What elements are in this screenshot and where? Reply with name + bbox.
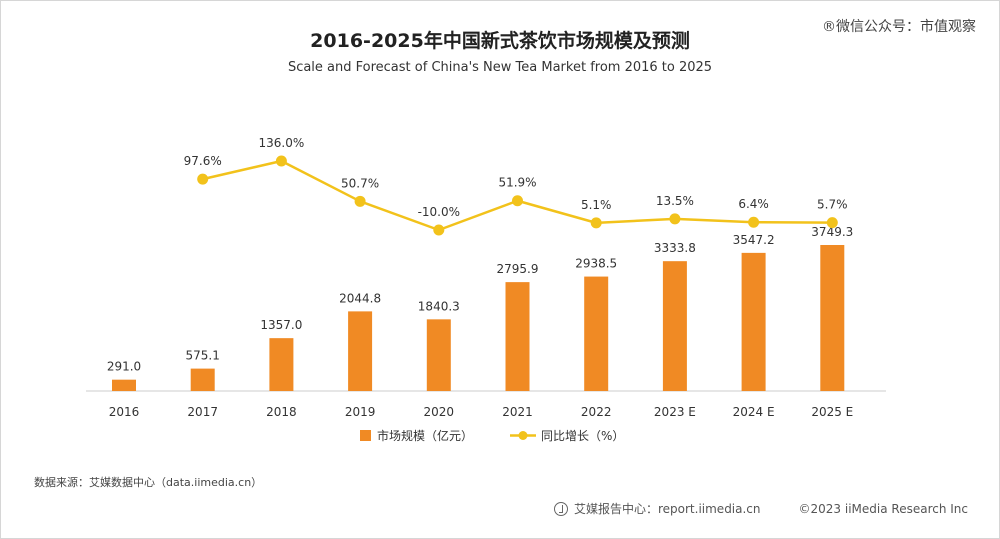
growth-point	[433, 224, 445, 236]
chart-subtitle: Scale and Forecast of China's New Tea Ma…	[287, 60, 713, 75]
growth-value-label: -10.0%	[418, 205, 460, 219]
growth-value-label: 97.6%	[184, 154, 222, 168]
growth-value-label: 136.0%	[259, 136, 305, 150]
x-tick-label: 2018	[266, 405, 297, 419]
bar-value-label: 1840.3	[418, 299, 460, 313]
x-tick-label: 2020	[424, 405, 455, 419]
x-tick-label: 2023 E	[654, 405, 696, 419]
bar-value-label: 575.1	[186, 349, 220, 363]
growth-value-label: 50.7%	[341, 176, 379, 190]
bar-market-size	[662, 261, 687, 391]
growth-point	[669, 213, 681, 225]
bar-value-label: 3547.2	[733, 233, 775, 247]
bar-value-label: 2938.5	[575, 257, 617, 271]
report-center-link[interactable]: 艾媒报告中心：report.iimedia.cn	[573, 502, 761, 516]
x-tick-label: 2025 E	[811, 405, 853, 419]
bar-market-size	[741, 252, 766, 391]
legend-line-label: 同比增长（%）	[541, 429, 624, 443]
legend-bar-swatch	[360, 430, 371, 441]
footer-bar: 艾媒报告中心：report.iimedia.cn ©2023 iiMedia R…	[553, 500, 968, 517]
growth-point	[197, 173, 209, 185]
bar-value-label: 2795.9	[497, 262, 539, 276]
bar-value-label: 3749.3	[811, 225, 853, 239]
x-tick-label: 2021	[502, 405, 533, 419]
legend-bar-label: 市场规模（亿元）	[377, 428, 473, 443]
bar-market-size	[505, 282, 530, 391]
growth-value-label: 5.7%	[817, 198, 848, 212]
growth-point	[512, 195, 523, 207]
data-source-note: 数据来源：艾媒数据中心（data.iimedia.cn）	[34, 476, 263, 489]
x-tick-label: 2017	[187, 405, 218, 419]
bar-market-size	[348, 311, 373, 391]
bar-value-label: 2044.8	[339, 291, 381, 305]
growth-value-label: 13.5%	[656, 194, 694, 208]
bar-value-label: 3333.8	[654, 241, 696, 255]
growth-point	[354, 195, 366, 207]
bar-market-size	[190, 368, 215, 391]
bar-market-size	[112, 379, 136, 391]
x-tick-label: 2016	[109, 405, 140, 419]
x-tick-label: 2024 E	[733, 405, 775, 419]
chart-title: 2016-2025年中国新式茶饮市场规模及预测	[310, 30, 690, 52]
bar-value-label: 291.0	[107, 360, 141, 374]
bar-value-label: 1357.0	[260, 318, 302, 332]
growth-value-label: 5.1%	[581, 198, 612, 212]
growth-value-label: 51.9%	[498, 176, 536, 190]
bar-market-size	[269, 338, 294, 391]
bar-market-size	[426, 319, 451, 391]
growth-point	[748, 216, 760, 228]
watermark-text: ®微信公众号：市值观察	[822, 19, 976, 35]
growth-value-label: 6.4%	[738, 197, 769, 211]
bar-market-size	[584, 276, 609, 391]
legend-line-marker	[518, 431, 528, 440]
x-tick-label: 2022	[581, 405, 612, 419]
x-tick-label: 2019	[345, 405, 376, 419]
growth-point	[590, 217, 602, 229]
bar-market-size	[820, 245, 845, 391]
growth-point	[275, 155, 287, 167]
growth-point	[826, 217, 838, 229]
report-center-icon	[553, 501, 568, 516]
copyright-text: ©2023 iiMedia Research Inc	[798, 501, 968, 516]
